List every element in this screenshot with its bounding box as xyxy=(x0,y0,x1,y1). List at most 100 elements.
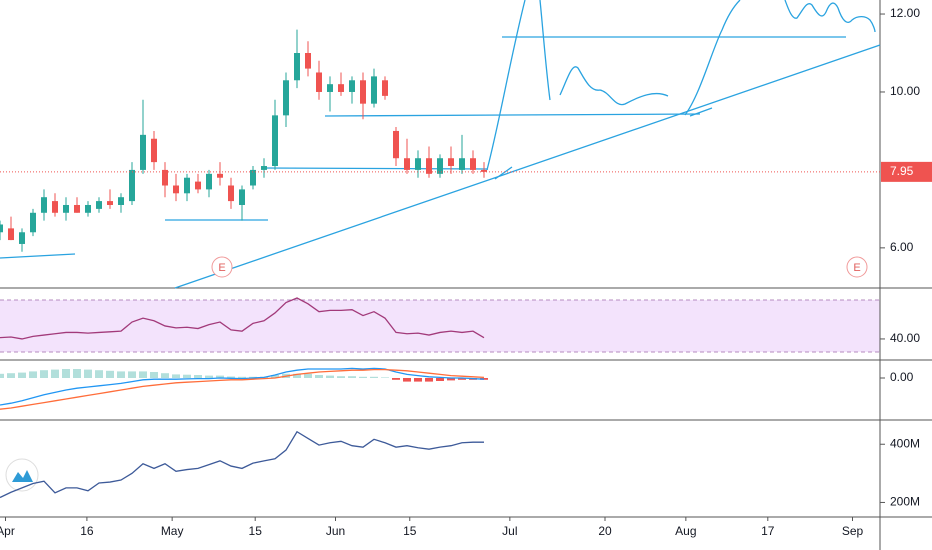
candle xyxy=(195,173,201,194)
histogram-bar xyxy=(359,376,367,378)
earnings-label: E xyxy=(853,262,860,274)
earnings-marker xyxy=(846,256,868,278)
candle-body xyxy=(459,158,465,170)
histogram-bar xyxy=(62,369,70,378)
candle-body xyxy=(228,185,234,202)
candle xyxy=(283,72,289,128)
last-price-box xyxy=(881,161,932,182)
histogram-bar xyxy=(216,375,224,378)
y-tick-label: 12.00 xyxy=(890,6,920,20)
candle xyxy=(448,146,454,174)
candle xyxy=(184,173,190,202)
candle-body xyxy=(162,169,168,186)
histogram-bar xyxy=(40,370,48,378)
x-tick-label: 17 xyxy=(761,524,775,538)
histogram-bar xyxy=(0,373,4,378)
y-tick-label: 400M xyxy=(890,436,920,450)
candle-body xyxy=(338,84,344,92)
histogram-bar xyxy=(425,378,433,382)
candle-body xyxy=(195,181,201,190)
candle-body xyxy=(184,177,190,194)
candle-body xyxy=(470,158,476,170)
candle-body xyxy=(41,197,47,213)
histogram-bar xyxy=(95,370,103,378)
histogram-bar xyxy=(7,373,15,378)
candle-body xyxy=(437,158,443,174)
histogram-bar xyxy=(238,376,246,378)
candle xyxy=(349,76,355,104)
candle-body xyxy=(19,232,25,244)
y-tick-label: 200M xyxy=(890,495,920,509)
candle xyxy=(415,150,421,178)
earnings-marker xyxy=(211,256,233,278)
candle xyxy=(85,201,91,217)
candle-body xyxy=(0,224,3,233)
resistance-line xyxy=(324,113,701,117)
candle xyxy=(437,154,443,178)
histogram-bar xyxy=(73,369,81,378)
candle-body xyxy=(140,134,146,170)
candle-body xyxy=(294,53,300,81)
candle xyxy=(19,228,25,252)
macd-line xyxy=(0,368,485,410)
candle-body xyxy=(118,197,124,205)
candle xyxy=(206,169,212,198)
trend-line xyxy=(494,166,513,180)
candle xyxy=(107,189,113,209)
candle-body xyxy=(305,53,311,69)
candle xyxy=(118,193,124,213)
histogram-bar xyxy=(205,375,213,378)
candle-body xyxy=(173,185,179,194)
candle-body xyxy=(74,204,80,213)
support-line xyxy=(261,167,489,170)
x-tick-label: Jun xyxy=(326,524,345,538)
histogram-bar xyxy=(139,371,147,378)
y-tick-label: 6.00 xyxy=(890,240,914,254)
candle xyxy=(426,146,432,178)
candle-body xyxy=(382,80,388,96)
candle xyxy=(239,185,245,221)
histogram-bar xyxy=(29,371,37,378)
candle xyxy=(371,68,377,108)
candle xyxy=(294,29,300,89)
x-tick-label: 16 xyxy=(80,524,94,538)
candle xyxy=(52,193,58,217)
histogram-bar xyxy=(172,374,180,378)
histogram-bar xyxy=(117,371,125,378)
indicator-line xyxy=(0,430,484,499)
y-tick-label: 0.00 xyxy=(890,370,914,384)
histogram-bar xyxy=(293,373,301,378)
histogram-bar xyxy=(183,374,191,378)
histogram-bar xyxy=(161,373,169,378)
candle-body xyxy=(85,204,91,213)
candle-body xyxy=(327,84,333,92)
candle xyxy=(404,138,410,174)
candle-body xyxy=(239,189,245,205)
y-tick-label: 10.00 xyxy=(890,84,920,98)
candle-body xyxy=(151,138,157,163)
histogram-bar xyxy=(326,375,334,378)
logo-icon xyxy=(12,470,33,482)
x-tick-label: 15 xyxy=(403,524,417,538)
histogram-bar xyxy=(128,371,136,378)
x-tick-label: May xyxy=(161,524,184,538)
trend-line xyxy=(174,44,881,289)
histogram-bar xyxy=(18,372,26,378)
x-tick-label: Apr xyxy=(0,524,15,538)
x-tick-label: Jul xyxy=(502,524,517,538)
drawings xyxy=(0,0,881,289)
candle-body xyxy=(261,166,267,170)
trend-line xyxy=(689,107,713,117)
candle xyxy=(63,197,69,221)
candle-body xyxy=(360,80,366,104)
histogram-bar xyxy=(304,373,312,378)
candle xyxy=(129,162,135,205)
candle-body xyxy=(129,169,135,202)
candle xyxy=(470,150,476,174)
candle xyxy=(360,72,366,120)
candle xyxy=(140,99,146,174)
candle xyxy=(338,72,344,96)
x-tick-label: 20 xyxy=(598,524,612,538)
candle-body xyxy=(63,204,69,213)
candle-body xyxy=(217,173,223,178)
